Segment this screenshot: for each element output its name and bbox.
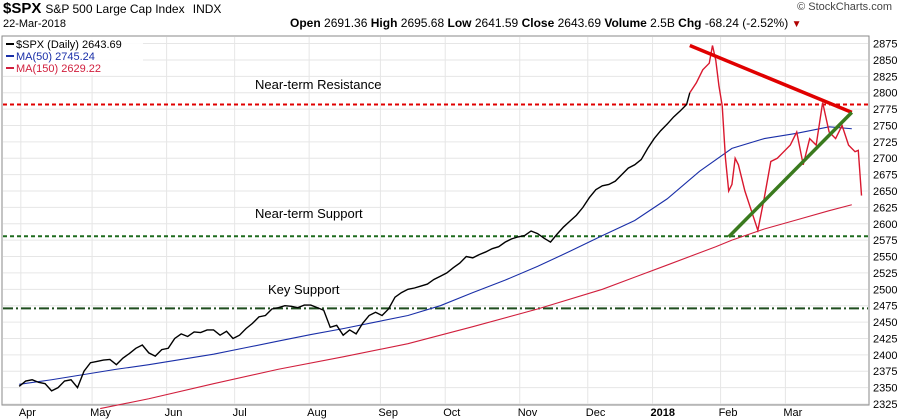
down-arrow-icon: ▼ xyxy=(791,19,802,30)
x-tick-label: 2018 xyxy=(651,407,675,419)
open-value: 2691.36 xyxy=(324,16,368,30)
level-lines xyxy=(3,103,868,310)
low-label: Low xyxy=(447,16,472,30)
trendlines xyxy=(689,43,854,239)
resistance-trendline xyxy=(689,43,853,114)
legend-spx: $SPX (Daily) 2643.69 xyxy=(16,39,122,51)
legend-ma150: MA(150) 2629.22 xyxy=(16,63,101,75)
quote-bar: Open 2691.36 High 2695.68 Low 2641.59 Cl… xyxy=(290,16,801,30)
key-support-label: Key Support xyxy=(268,282,340,297)
y-tick-label: 2375 xyxy=(873,366,897,378)
symbol-title: $SPX S&P 500 Large Cap Index INDX xyxy=(3,0,221,17)
support-trendline xyxy=(727,111,854,239)
chg-label: Chg xyxy=(678,16,702,30)
x-tick-label: Jul xyxy=(233,407,247,419)
legend-box xyxy=(3,37,143,75)
y-tick-label: 2625 xyxy=(873,202,897,214)
x-tick-label: Oct xyxy=(443,407,460,419)
open-label: Open xyxy=(290,16,321,30)
price-series-line xyxy=(18,92,691,392)
y-tick-label: 2425 xyxy=(873,333,897,345)
y-tick-label: 2725 xyxy=(873,137,897,149)
ma150-series-line xyxy=(100,204,852,410)
exchange: INDX xyxy=(192,2,222,16)
volume-label: Volume xyxy=(604,16,647,30)
y-tick-label: 2325 xyxy=(873,399,897,411)
high-value: 2695.68 xyxy=(400,16,445,30)
plot-frame xyxy=(1,35,870,406)
chart-header: $SPX S&P 500 Large Cap Index INDX 22-Mar-… xyxy=(0,0,900,36)
volume-value: 2.5B xyxy=(650,16,675,30)
y-tick-label: 2875 xyxy=(873,39,897,51)
y-tick-label: 2400 xyxy=(873,350,897,362)
x-tick-label: Nov xyxy=(518,407,538,419)
close-value: 2643.69 xyxy=(557,16,601,30)
x-tick-label: Aug xyxy=(307,407,327,419)
y-tick-label: 2475 xyxy=(873,301,897,313)
x-tick-label: Apr xyxy=(19,407,36,419)
y-tick-label: 2650 xyxy=(873,186,897,198)
legend-ma50: MA(50) 2745.24 xyxy=(16,51,95,63)
close-label: Close xyxy=(521,16,555,30)
chg-value: -68.24 (-2.52%) xyxy=(704,16,789,30)
low-value: 2641.59 xyxy=(474,16,519,30)
y-tick-label: 2800 xyxy=(873,88,897,100)
y-tick-label: 2350 xyxy=(873,383,897,395)
x-tick-label: Sep xyxy=(378,407,398,419)
price-series-recent-line xyxy=(689,45,863,234)
x-tick-label: Feb xyxy=(719,407,738,419)
y-axis: 2875 2850 2825 2800 2775 2750 2725 2700 2675 2650… xyxy=(873,39,897,411)
y-tick-label: 2525 xyxy=(873,268,897,280)
y-tick-label: 2700 xyxy=(873,153,897,165)
high-label: High xyxy=(370,16,398,30)
chart-date: 22-Mar-2018 xyxy=(3,18,66,30)
ma50-series-line xyxy=(19,126,852,385)
x-tick-label: Jun xyxy=(165,407,183,419)
x-tick-label: May xyxy=(90,407,111,419)
support-label: Near-term Support xyxy=(255,206,363,221)
y-tick-label: 2775 xyxy=(873,104,897,116)
symbol: $SPX xyxy=(3,0,42,17)
y-tick-label: 2750 xyxy=(873,120,897,132)
legend: $SPX (Daily) 2643.69 MA(50) 2745.24 MA(1… xyxy=(3,37,143,75)
y-tick-label: 2575 xyxy=(873,235,897,247)
y-tick-label: 2850 xyxy=(873,55,897,67)
y-tick-label: 2450 xyxy=(873,317,897,329)
y-tick-label: 2600 xyxy=(873,219,897,231)
y-tick-label: 2675 xyxy=(873,170,897,182)
x-tick-label: Mar xyxy=(783,407,802,419)
y-tick-label: 2500 xyxy=(873,284,897,296)
series-layer xyxy=(18,45,863,410)
x-axis: Apr May Jun Jul Aug Sep Oct Nov Dec 2018 Feb Mar xyxy=(19,407,803,419)
resistance-label: Near-term Resistance xyxy=(255,77,381,92)
x-tick-label: Dec xyxy=(586,407,606,419)
index-name: S&P 500 Large Cap Index xyxy=(45,2,185,16)
y-tick-label: 2550 xyxy=(873,252,897,264)
y-tick-label: 2825 xyxy=(873,71,897,83)
brand-link[interactable]: © StockCharts.com xyxy=(797,1,892,13)
